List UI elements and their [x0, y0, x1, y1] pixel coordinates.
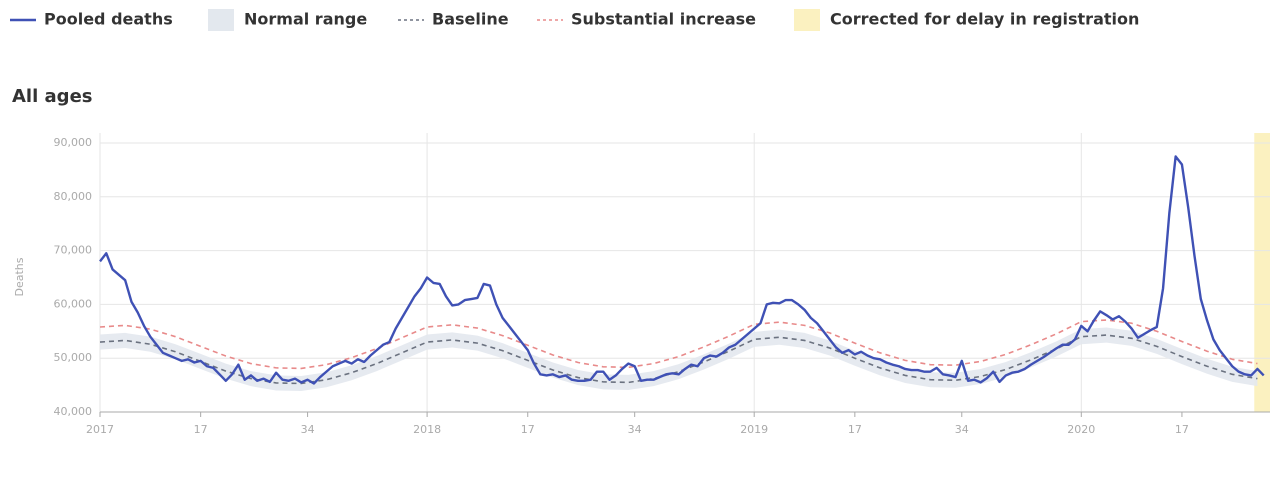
series-line — [99, 319, 1258, 370]
legend-label: Pooled deaths — [44, 10, 173, 29]
x-tick-label: 17 — [1175, 423, 1189, 436]
legend-swatch — [208, 9, 234, 31]
x-tick-label: 17 — [521, 423, 535, 436]
y-tick-label: 40,000 — [54, 405, 93, 418]
legend-swatch — [794, 9, 820, 31]
series-line — [99, 334, 1258, 385]
chart-subtitle: All ages — [12, 86, 93, 107]
y-tick-label: 80,000 — [54, 190, 93, 203]
y-tick-label: 50,000 — [54, 351, 93, 364]
y-axis-label: Deaths — [13, 257, 26, 296]
x-tick-label: 2019 — [740, 423, 768, 436]
x-tick-label: 2020 — [1067, 423, 1095, 436]
series-line — [99, 155, 1265, 385]
x-tick-label: 17 — [848, 423, 862, 436]
legend-label: Corrected for delay in registration — [830, 10, 1139, 29]
y-tick-label: 90,000 — [54, 136, 93, 149]
normal-range — [100, 327, 1258, 392]
x-tick-label: 2017 — [86, 423, 114, 436]
delay-band — [1254, 133, 1270, 412]
legend-label: Normal range — [244, 10, 367, 29]
x-tick-label: 2018 — [413, 423, 441, 436]
y-tick-label: 70,000 — [54, 244, 93, 257]
x-tick-label: 34 — [301, 423, 315, 436]
x-tick-label: 34 — [955, 423, 969, 436]
legend-label: Substantial increase — [571, 10, 756, 29]
legend-label: Baseline — [432, 10, 509, 29]
y-tick-label: 60,000 — [54, 297, 93, 310]
x-tick-label: 34 — [628, 423, 642, 436]
x-tick-label: 17 — [194, 423, 208, 436]
